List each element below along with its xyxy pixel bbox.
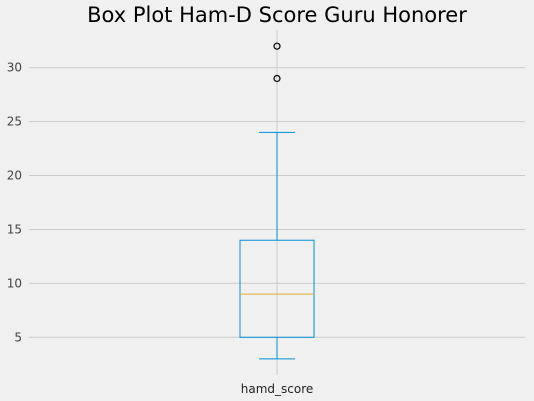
y-tick-label: 30 <box>7 61 22 75</box>
y-tick-label: 10 <box>7 276 22 290</box>
outlier-point <box>273 74 281 83</box>
plot-layer <box>239 42 315 360</box>
y-tick-label: 15 <box>7 222 22 236</box>
x-category-label: hamd_score <box>241 382 314 396</box>
chart-title: Box Plot Ham-D Score Guru Honorer <box>87 3 467 27</box>
y-tick-label: 20 <box>7 169 22 183</box>
y-tick-label: 5 <box>14 330 22 344</box>
outlier-point <box>273 42 281 50</box>
iqr-box <box>239 239 315 338</box>
y-tick-label: 25 <box>7 115 22 129</box>
axis-layer: 5 10 15 20 25 30 hamd_score <box>7 61 314 396</box>
